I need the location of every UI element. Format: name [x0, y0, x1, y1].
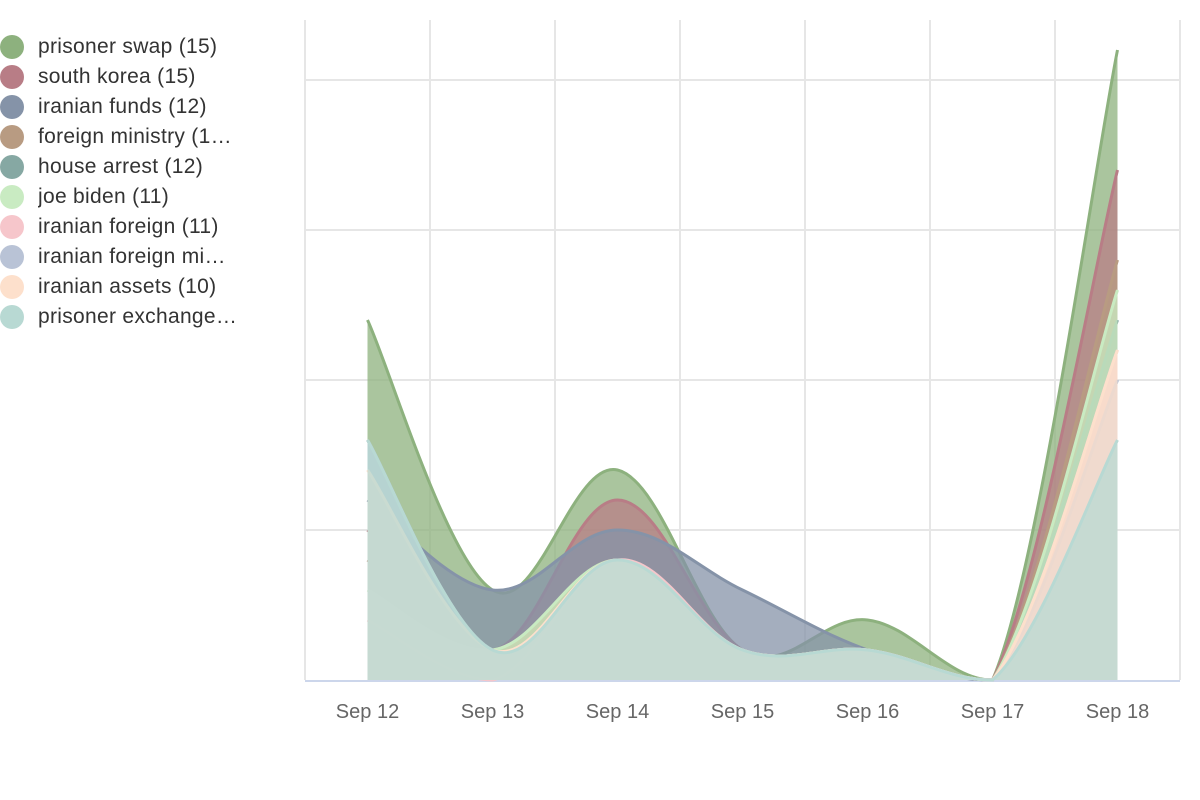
legend-label: iranian foreign (11) [38, 215, 219, 238]
legend-swatch [0, 245, 24, 269]
legend-item[interactable]: iranian assets (10) [0, 272, 290, 302]
legend-swatch [0, 155, 24, 179]
legend: prisoner swap (15) south korea (15) iran… [0, 32, 290, 332]
legend-swatch [0, 185, 24, 209]
legend-item[interactable]: house arrest (12) [0, 152, 290, 182]
legend-swatch [0, 125, 24, 149]
x-tick-label: Sep 15 [711, 701, 774, 723]
legend-label: prisoner exchange… [38, 305, 238, 328]
legend-item[interactable]: prisoner exchange… [0, 302, 290, 332]
legend-label: foreign ministry (1… [38, 125, 232, 148]
x-axis-ticks: Sep 12 Sep 13 Sep 14 Sep 15 Sep 16 Sep 17 Sep … [336, 701, 1149, 723]
legend-swatch [0, 275, 24, 299]
legend-swatch [0, 95, 24, 119]
legend-swatch [0, 215, 24, 239]
legend-label: iranian funds (12) [38, 95, 207, 118]
x-tick-label: Sep 14 [586, 701, 649, 723]
legend-item[interactable]: iranian foreign mi… [0, 242, 290, 272]
x-tick-label: Sep 18 [1086, 701, 1149, 723]
legend-swatch [0, 65, 24, 89]
legend-item[interactable]: joe biden (11) [0, 182, 290, 212]
legend-label: south korea (15) [38, 65, 196, 88]
series-line [366, 439, 1119, 682]
legend-swatch [0, 305, 24, 329]
series-area [367, 440, 1118, 680]
legend-item[interactable]: foreign ministry (1… [0, 122, 290, 152]
x-tick-label: Sep 17 [961, 701, 1024, 723]
legend-item[interactable]: iranian foreign (11) [0, 212, 290, 242]
legend-label: iranian foreign mi… [38, 245, 226, 268]
legend-item[interactable]: south korea (15) [0, 62, 290, 92]
legend-item[interactable]: iranian funds (12) [0, 92, 290, 122]
legend-label: iranian assets (10) [38, 275, 217, 298]
legend-label: joe biden (11) [38, 185, 170, 208]
legend-item[interactable]: prisoner swap (15) [0, 32, 290, 62]
x-tick-label: Sep 12 [336, 701, 399, 723]
series [366, 439, 1119, 682]
grid [304, 20, 1181, 680]
legend-label: prisoner swap (15) [38, 35, 218, 58]
x-tick-label: Sep 13 [461, 701, 524, 723]
series-areas [366, 49, 1119, 682]
x-tick-label: Sep 16 [836, 701, 899, 723]
legend-label: house arrest (12) [38, 155, 204, 178]
legend-swatch [0, 35, 24, 59]
